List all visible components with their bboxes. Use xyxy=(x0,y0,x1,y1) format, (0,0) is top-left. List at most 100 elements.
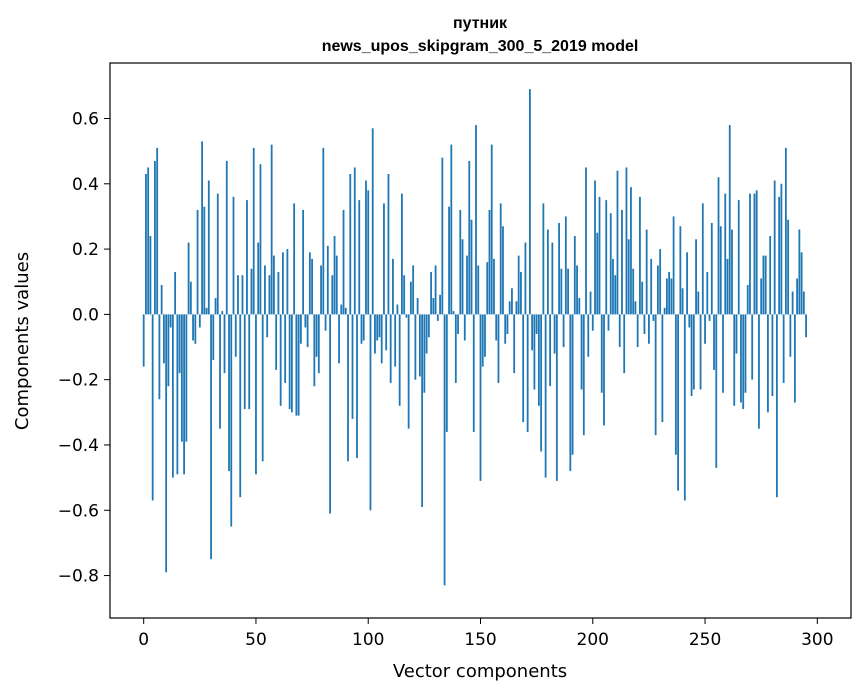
bar-126 xyxy=(425,314,428,354)
bar-113 xyxy=(396,304,399,315)
bar-154 xyxy=(488,209,491,315)
bar-293 xyxy=(800,252,803,315)
bar-56 xyxy=(268,275,271,315)
bar-72 xyxy=(304,314,307,328)
bar-182 xyxy=(551,242,554,315)
bar-57 xyxy=(270,144,273,315)
bar-194 xyxy=(578,298,581,315)
bar-232 xyxy=(663,307,666,315)
bar-148 xyxy=(475,125,477,315)
bar-289 xyxy=(791,291,794,315)
bar-215 xyxy=(625,167,628,315)
bar-32 xyxy=(214,298,217,315)
bar-163 xyxy=(508,301,511,315)
y-tick-label: −0.2 xyxy=(58,371,99,391)
bar-153 xyxy=(486,262,489,315)
bar-44 xyxy=(241,275,244,315)
chart-subtitle: news_upos_skipgram_300_5_2019 model xyxy=(322,38,639,55)
bar-84 xyxy=(331,275,334,315)
bar-40 xyxy=(232,196,235,315)
bar-228 xyxy=(654,314,657,436)
bar-199 xyxy=(589,291,592,315)
bar-30 xyxy=(210,314,212,560)
bar-256 xyxy=(717,177,720,315)
bar-143 xyxy=(463,314,466,341)
bar-33 xyxy=(216,193,219,315)
bar-184 xyxy=(555,314,558,481)
bar-58 xyxy=(273,255,275,315)
bar-219 xyxy=(634,301,637,315)
bar-172 xyxy=(529,89,531,315)
bar-159 xyxy=(499,203,502,315)
bar-69 xyxy=(297,314,300,416)
bar-47 xyxy=(248,314,251,410)
bar-283 xyxy=(778,196,781,315)
bar-238 xyxy=(677,314,679,491)
bar-272 xyxy=(753,193,756,315)
bar-226 xyxy=(650,258,653,315)
bar-224 xyxy=(645,229,648,315)
bar-179 xyxy=(544,314,547,478)
bar-229 xyxy=(656,265,659,315)
bar-262 xyxy=(731,229,733,315)
bar-205 xyxy=(603,314,605,426)
bar-181 xyxy=(549,314,552,387)
bar-183 xyxy=(553,314,556,354)
bar-273 xyxy=(755,190,758,315)
x-tick-label: 200 xyxy=(577,630,609,650)
bar-92 xyxy=(349,174,352,315)
bar-15 xyxy=(176,314,179,475)
bar-276 xyxy=(762,255,765,315)
bar-109 xyxy=(387,174,390,315)
bar-132 xyxy=(439,294,441,315)
bar-60 xyxy=(277,271,280,315)
bar-255 xyxy=(715,314,718,468)
bar-103 xyxy=(374,314,376,354)
bar-169 xyxy=(522,314,525,423)
bar-89 xyxy=(342,209,345,315)
bar-285 xyxy=(782,314,785,383)
bar-244 xyxy=(690,314,693,396)
bar-19 xyxy=(185,314,188,442)
bar-177 xyxy=(540,314,543,452)
x-tick-label: 0 xyxy=(138,630,149,650)
bar-10 xyxy=(165,314,168,573)
bar-41 xyxy=(234,314,237,357)
bar-223 xyxy=(643,314,646,334)
bar-99 xyxy=(365,180,367,315)
bar-218 xyxy=(632,268,635,315)
bar-86 xyxy=(335,255,338,315)
bar-162 xyxy=(506,314,509,334)
y-tick-label: −0.6 xyxy=(58,501,99,521)
bar-29 xyxy=(207,180,210,315)
bar-122 xyxy=(416,298,419,315)
bar-37 xyxy=(225,160,228,315)
bar-275 xyxy=(760,278,763,315)
bar-54 xyxy=(264,265,266,315)
bar-46 xyxy=(246,200,248,315)
bar-209 xyxy=(612,258,614,315)
x-tick-label: 250 xyxy=(689,630,721,650)
bar-121 xyxy=(414,314,417,380)
bar-107 xyxy=(383,203,385,315)
bar-43 xyxy=(239,314,242,498)
bar-258 xyxy=(722,314,724,393)
bar-133 xyxy=(441,157,444,315)
bar-180 xyxy=(546,229,549,315)
bar-240 xyxy=(681,288,684,315)
bar-125 xyxy=(423,314,426,393)
bar-61 xyxy=(279,314,282,406)
bar-77 xyxy=(315,314,318,357)
bar-75 xyxy=(311,258,313,315)
bar-102 xyxy=(371,128,374,315)
bar-21 xyxy=(189,281,192,315)
bar-217 xyxy=(630,187,632,315)
bar-197 xyxy=(585,167,587,315)
bar-173 xyxy=(531,314,534,351)
bar-155 xyxy=(490,144,493,315)
bar-166 xyxy=(515,301,518,315)
bar-292 xyxy=(798,229,801,315)
bar-128 xyxy=(430,271,432,315)
bar-97 xyxy=(360,314,363,344)
